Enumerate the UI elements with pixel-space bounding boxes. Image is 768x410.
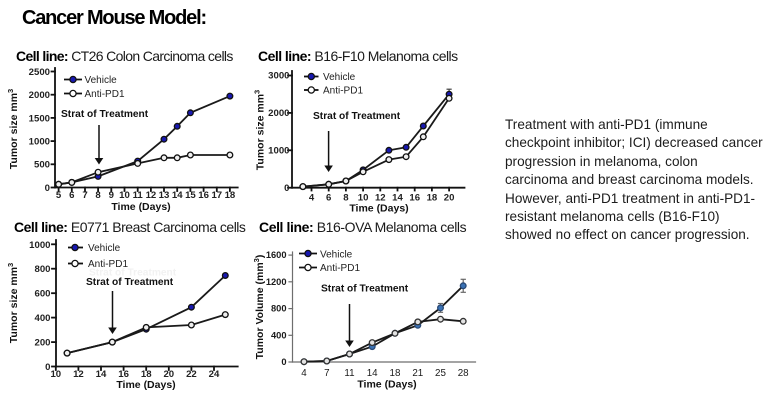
svg-text:Strat of Treatment: Strat of Treatment	[86, 277, 174, 288]
svg-text:0: 0	[284, 183, 289, 194]
svg-text:Strat of Treatment: Strat of Treatment	[61, 109, 149, 120]
svg-text:28: 28	[458, 368, 469, 379]
svg-text:14: 14	[172, 190, 183, 201]
svg-text:5: 5	[56, 190, 62, 201]
svg-text:9: 9	[109, 190, 114, 201]
svg-text:22: 22	[186, 369, 197, 380]
svg-text:Vehicle: Vehicle	[323, 72, 356, 83]
svg-text:1000: 1000	[29, 137, 50, 148]
svg-text:16: 16	[118, 369, 129, 380]
svg-text:Vehicle: Vehicle	[88, 243, 121, 254]
svg-text:21: 21	[412, 368, 423, 379]
svg-text:8: 8	[343, 192, 349, 203]
svg-text:10: 10	[50, 369, 61, 380]
svg-text:400: 400	[34, 313, 50, 324]
svg-text:0: 0	[45, 362, 50, 373]
svg-text:16: 16	[198, 190, 209, 201]
svg-text:24: 24	[209, 369, 220, 380]
svg-text:20: 20	[163, 369, 174, 380]
svg-text:Tumor size mm3: Tumor size mm3	[6, 89, 20, 169]
svg-text:Anti-PD1: Anti-PD1	[323, 86, 363, 97]
svg-text:18: 18	[225, 190, 236, 201]
svg-text:15: 15	[185, 190, 196, 201]
svg-text:400: 400	[271, 330, 287, 340]
svg-text:14: 14	[367, 368, 378, 379]
svg-text:800: 800	[34, 264, 50, 275]
svg-text:13: 13	[159, 190, 170, 201]
svg-text:600: 600	[34, 289, 50, 300]
svg-text:18: 18	[141, 369, 152, 380]
svg-text:6: 6	[326, 192, 331, 203]
svg-text:Strat of Treatment: Strat of Treatment	[313, 111, 401, 122]
svg-text:800: 800	[271, 304, 287, 314]
svg-text:Vehicle: Vehicle	[320, 249, 353, 260]
svg-text:2000: 2000	[29, 90, 50, 101]
svg-text:Tumor size mm3: Tumor size mm3	[6, 263, 20, 343]
svg-text:12: 12	[73, 369, 84, 380]
svg-text:0: 0	[281, 357, 286, 367]
svg-text:Anti-PD1: Anti-PD1	[88, 259, 128, 270]
svg-text:18: 18	[390, 368, 401, 379]
svg-text:8: 8	[95, 190, 101, 201]
svg-text:200: 200	[34, 338, 50, 349]
svg-text:2500: 2500	[29, 67, 50, 78]
svg-text:11: 11	[344, 368, 354, 379]
svg-text:7: 7	[82, 190, 87, 201]
svg-text:0: 0	[45, 183, 50, 194]
svg-text:12: 12	[146, 190, 157, 201]
svg-text:500: 500	[34, 160, 50, 171]
svg-text:16: 16	[409, 192, 420, 203]
svg-text:14: 14	[392, 192, 403, 203]
svg-text:7: 7	[324, 368, 329, 379]
svg-text:Strat of Treatment: Strat of Treatment	[89, 268, 177, 279]
svg-text:1500: 1500	[29, 113, 50, 124]
svg-text:10: 10	[358, 192, 369, 203]
svg-text:17: 17	[211, 190, 222, 201]
svg-text:3000: 3000	[268, 71, 289, 82]
svg-text:Time (Days): Time (Days)	[349, 203, 408, 215]
svg-text:1200: 1200	[266, 277, 287, 287]
svg-text:25: 25	[435, 368, 446, 379]
svg-text:Anti-PD1: Anti-PD1	[320, 263, 360, 274]
svg-text:20: 20	[444, 192, 455, 203]
svg-text:6: 6	[69, 190, 74, 201]
svg-text:10: 10	[119, 190, 130, 201]
svg-text:1000: 1000	[29, 240, 50, 251]
svg-text:Time (Days): Time (Days)	[357, 379, 416, 391]
svg-text:4: 4	[301, 368, 307, 379]
svg-text:Time (Days): Time (Days)	[116, 379, 175, 391]
svg-text:Anti-PD1: Anti-PD1	[85, 89, 125, 100]
svg-text:1000: 1000	[268, 145, 289, 156]
svg-text:14: 14	[96, 369, 107, 380]
svg-text:4: 4	[309, 192, 315, 203]
svg-text:Tumor size mm3: Tumor size mm3	[253, 90, 267, 170]
svg-text:Tumor Volume (mm3): Tumor Volume (mm3)	[252, 255, 266, 360]
svg-text:Vehicle: Vehicle	[85, 75, 118, 86]
svg-text:1600: 1600	[266, 250, 287, 260]
svg-text:18: 18	[427, 192, 438, 203]
svg-text:Strat of Treatment: Strat of Treatment	[321, 284, 409, 295]
svg-text:Time (Days): Time (Days)	[111, 201, 170, 213]
svg-text:11: 11	[133, 190, 144, 201]
svg-text:2000: 2000	[268, 108, 289, 119]
svg-text:12: 12	[375, 192, 386, 203]
